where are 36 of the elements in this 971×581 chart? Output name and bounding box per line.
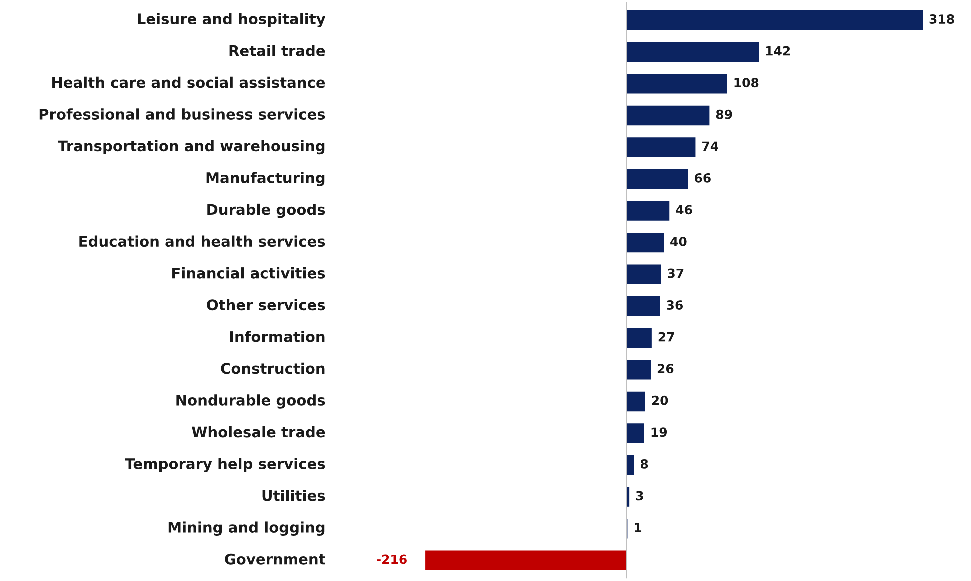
data-label: 108 [734, 78, 759, 88]
data-label: 19 [652, 428, 668, 438]
y-tick-label: Health care and social assistance [52, 76, 326, 88]
y-tick-label: Temporary help services [125, 458, 326, 472]
y-tick-label: Financial activities [172, 268, 326, 279]
y-tick-label: Construction [221, 362, 325, 374]
data-label: 8 [640, 459, 648, 469]
y-tick-label: Nondurable goods [176, 394, 326, 409]
y-tick-label: Mining and logging [168, 522, 325, 536]
data-label: 3 [636, 491, 644, 501]
data-label: 36 [667, 300, 684, 310]
y-tick-label: Utilities [262, 490, 326, 502]
data-label: 66 [695, 173, 711, 183]
data-label: 26 [658, 364, 674, 374]
y-tick-label: Other services [207, 299, 326, 311]
y-tick-label: Professional and business services [40, 108, 326, 120]
y-tick-label: Government [225, 554, 326, 565]
data-label: 46 [676, 205, 692, 215]
y-tick-label: Durable goods [208, 204, 326, 218]
y-tick-label: Leisure and hospitality [138, 13, 326, 28]
data-label: 142 [766, 46, 790, 56]
data-label: 318 [930, 14, 954, 24]
data-label: 1 [635, 523, 642, 532]
data-label: 27 [658, 332, 674, 342]
data-label: 40 [670, 237, 687, 246]
y-tick-label: Manufacturing [206, 172, 325, 186]
data-label: 20 [652, 396, 668, 406]
y-tick-label: Wholesale trade [192, 426, 326, 438]
y-tick-label: Transportation and warehousing [58, 140, 325, 155]
data-label: 74 [702, 142, 719, 151]
y-tick-label: Education and health services [80, 236, 326, 248]
y-tick-label: Retail trade [230, 45, 326, 56]
data-label: -216 [377, 554, 407, 564]
data-label: 89 [716, 110, 732, 120]
data-label: 37 [668, 268, 684, 278]
y-tick-label: Information [230, 331, 325, 342]
